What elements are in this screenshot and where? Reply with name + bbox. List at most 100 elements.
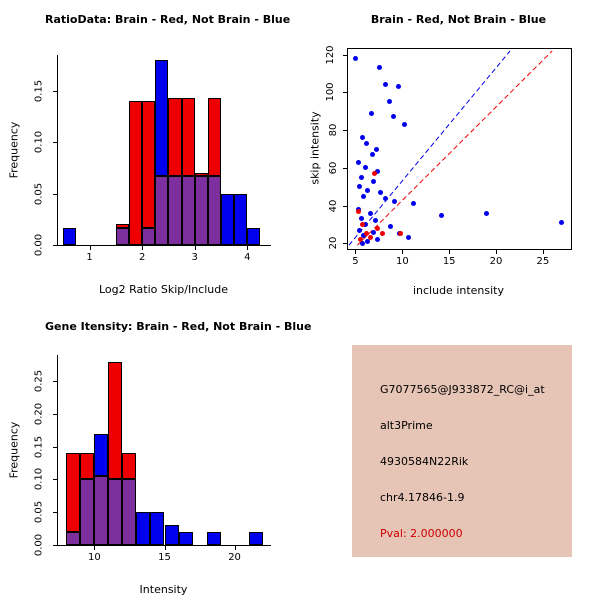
x-axis-tick: [542, 249, 544, 254]
x-axis-tick: [94, 545, 96, 550]
gene-info-line: chr4.17846-1.9: [380, 491, 465, 504]
chart-title: RatioData: Brain - Red, Not Brain - Blue: [45, 13, 291, 26]
y-axis-tick: [343, 205, 348, 207]
x-axis-tick-label: 3: [191, 252, 198, 263]
scatter-point-red: [355, 208, 361, 214]
x-axis-tick: [142, 245, 144, 250]
y-axis-tick: [343, 243, 348, 245]
scatter-point-blue: [363, 165, 369, 171]
scatter-point-blue: [367, 210, 373, 216]
scatter-point-blue: [356, 227, 362, 233]
scatter-point-blue: [368, 110, 374, 116]
y-axis-label: Frequency: [7, 121, 21, 179]
y-axis-label: skip intensity: [308, 111, 322, 185]
scatter-point-blue: [359, 135, 365, 141]
x-axis-tick: [89, 245, 91, 250]
x-axis-tick-label: 20: [489, 256, 503, 267]
chart-title: Brain - Red, Not Brain - Blue: [370, 13, 547, 26]
x-axis-tick-label: 20: [228, 552, 241, 563]
blue-fit-line: [348, 50, 511, 246]
y-axis-tick: [53, 381, 58, 383]
y-axis-tick-label: 0.00: [33, 233, 45, 257]
scatter-point-blue: [386, 99, 392, 105]
y-axis-tick-label: 0.10: [33, 468, 45, 491]
x-axis-tick-label: 15: [158, 552, 171, 563]
x-axis-tick: [234, 545, 236, 550]
y-axis-tick-label: 40: [328, 199, 340, 212]
scatter-point-red: [357, 237, 363, 243]
chart-title: Gene Itensity: Brain - Red, Not Brain - …: [45, 320, 312, 333]
scatter-point-blue: [378, 189, 384, 195]
hist-bar-brain: [108, 361, 123, 480]
y-axis-tick-label: 0.25: [33, 370, 45, 393]
scatter-point-blue: [391, 114, 397, 120]
x-axis-tick-label: 1: [86, 252, 93, 263]
hist-bar-overlap: [207, 176, 222, 245]
y-axis-tick-label: 0.10: [33, 131, 45, 154]
hist-bar-overlap: [142, 227, 156, 245]
x-axis-tick: [496, 249, 498, 254]
scatter-point-blue: [484, 210, 490, 216]
x-axis-tick-label: 15: [442, 256, 456, 267]
scatter-point-blue: [392, 199, 398, 205]
x-axis-tick-label: 10: [395, 256, 409, 267]
scatter-point-blue: [374, 169, 380, 175]
x-axis-tick-label: 25: [536, 256, 550, 267]
y-axis-label: Frequency: [7, 421, 21, 479]
hist-bar-notbrain: [63, 227, 77, 245]
scatter-point-red: [371, 171, 377, 177]
hist-bar-notbrain: [164, 525, 179, 545]
scatter-point-blue: [365, 238, 371, 244]
hist-bar-notbrain: [221, 193, 235, 245]
x-axis-label: Log2 Ratio Skip/Include: [98, 283, 229, 296]
panel-gene-intensity-histogram: Gene Itensity: Brain - Red, Not Brain - …: [0, 300, 312, 600]
hist-bar-brain: [122, 453, 137, 480]
scatter-point-blue: [361, 233, 367, 239]
x-axis-tick-label: 5: [352, 256, 359, 267]
hist-bar-brain: [168, 98, 182, 177]
gene-info-line: Pval: 2.000000: [380, 527, 463, 540]
y-axis-tick: [53, 512, 58, 514]
scatter-point-blue: [372, 218, 378, 224]
scatter-point-red: [374, 225, 380, 231]
hist-bar-notbrain: [136, 512, 151, 545]
y-axis-tick-label: 80: [328, 123, 340, 137]
intensity-histogram-plot-area: 10 15 20 0.00 0.05 0.10 0.15 0.20 0.25: [33, 355, 271, 563]
scatter-point-red: [364, 231, 370, 237]
x-axis-tick-label: 2: [138, 252, 146, 263]
hist-bar-overlap: [122, 479, 137, 545]
hist-bar-overlap: [94, 476, 109, 545]
y-axis-tick: [53, 90, 58, 92]
scatter-point-blue: [356, 184, 362, 190]
hist-bar-notbrain: [178, 531, 193, 545]
scatter-point-blue: [370, 229, 376, 235]
hist-bar-notbrain: [247, 227, 261, 245]
x-axis-tick: [355, 249, 357, 254]
scatter-point-blue: [369, 152, 375, 158]
y-axis-tick: [343, 54, 348, 56]
y-axis-tick: [53, 545, 58, 546]
hist-bar-notbrain: [155, 60, 169, 177]
hist-bar-notbrain: [234, 193, 248, 245]
x-axis-tick-label: 4: [244, 252, 251, 263]
scatter-point-blue: [375, 237, 381, 243]
y-axis-tick-label: 120: [324, 45, 336, 65]
y-axis-tick: [53, 245, 58, 246]
hist-bar-brain: [181, 98, 195, 177]
y-axis-tick-label: 0.05: [33, 182, 45, 205]
y-axis-tick: [343, 130, 348, 132]
y-axis-tick: [53, 479, 58, 481]
scatter-point-blue: [373, 146, 379, 152]
scatter-point-blue: [387, 223, 393, 229]
y-axis-tick-label: 20: [328, 236, 340, 250]
hist-bar-overlap: [108, 479, 123, 545]
scatter-point-red: [380, 231, 386, 237]
y-axis-tick-label: 60: [328, 161, 340, 175]
y-axis-tick-label: 0.00: [33, 533, 45, 557]
red-fit-line: [357, 50, 553, 246]
scatter-point-blue: [363, 221, 369, 227]
scatter-point-blue: [382, 195, 388, 201]
y-axis-tick: [343, 92, 348, 94]
scatter-point-blue: [406, 235, 412, 241]
x-axis-tick: [164, 545, 166, 550]
